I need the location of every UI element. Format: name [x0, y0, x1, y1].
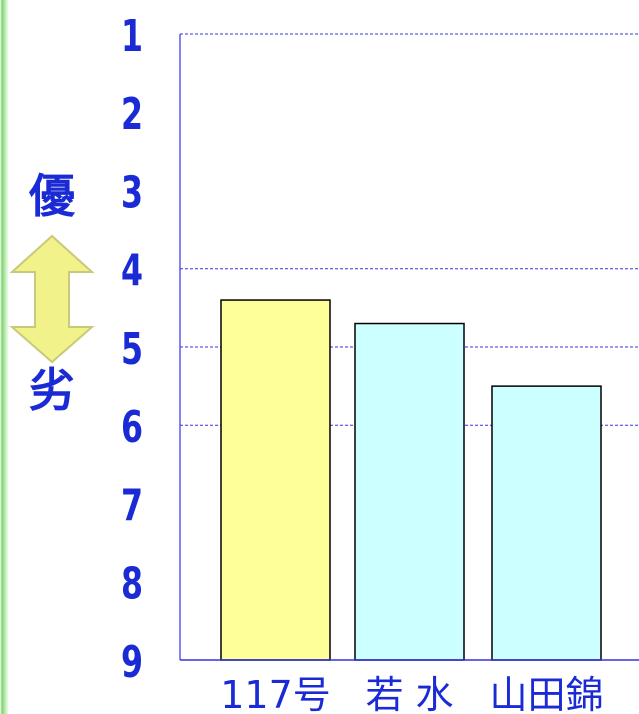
- superior-label: 優: [28, 169, 76, 223]
- left-border-strip: [0, 0, 9, 714]
- double-arrow-icon: [9, 234, 95, 364]
- y-tick-label-4: 4: [121, 246, 143, 298]
- x-category-label-1: 117号: [220, 673, 331, 714]
- bar-3: [491, 385, 602, 661]
- y-tick-label-7: 7: [121, 480, 143, 532]
- quality-indicator: 優 劣: [9, 169, 95, 417]
- bar-1: [220, 299, 331, 661]
- bars: [220, 299, 602, 661]
- bar-2: [354, 322, 465, 661]
- axes: [179, 34, 639, 661]
- y-tick-label-3: 3: [121, 167, 143, 219]
- x-category-labels: 117号若 水山田錦: [220, 673, 603, 714]
- x-category-label-2: 若 水: [365, 673, 453, 714]
- y-tick-label-2: 2: [121, 89, 143, 141]
- y-tick-label-6: 6: [121, 402, 143, 454]
- y-tick-label-5: 5: [121, 324, 143, 376]
- y-tick-labels: 1 2 3 4 5 6 7 8 9: [121, 11, 143, 689]
- y-tick-label-8: 8: [121, 559, 143, 611]
- y-tick-label-1: 1: [121, 11, 143, 63]
- y-tick-label-9: 9: [121, 637, 143, 689]
- x-category-label-3: 山田錦: [489, 673, 603, 714]
- inferior-label: 劣: [29, 363, 75, 417]
